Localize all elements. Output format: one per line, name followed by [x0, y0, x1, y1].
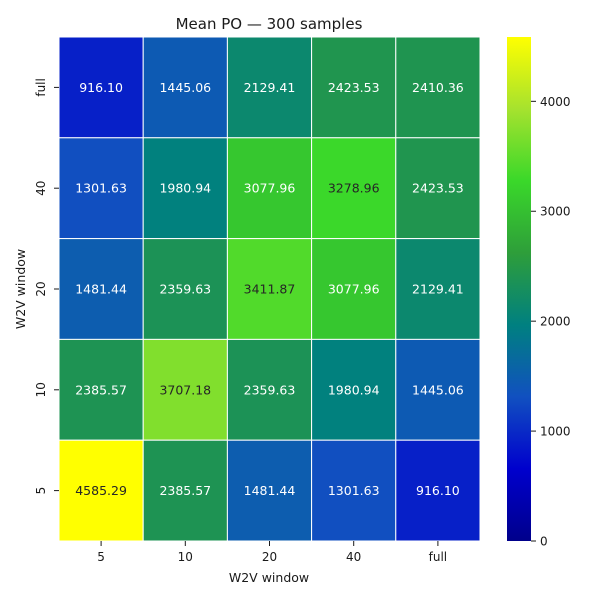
heatmap-cell — [395, 36, 481, 139]
cell-value-label: 2359.63 — [159, 282, 211, 297]
cell-value-label: 1445.06 — [159, 80, 211, 95]
colorbar-tick-label: 4000 — [540, 95, 571, 109]
colorbar-tick-label: 1000 — [540, 425, 571, 439]
cell-value-label: 2385.57 — [159, 483, 211, 498]
cell-value-label: 2385.57 — [75, 382, 127, 397]
y-tick-label: 20 — [34, 281, 48, 296]
y-tick-label: 40 — [34, 181, 48, 196]
cell-value-label: 2359.63 — [244, 382, 296, 397]
x-tick-label: 10 — [178, 550, 193, 564]
heatmap-cells: 916.10 1445.06 2129.41 2423.53 2410.36 1301.6… — [58, 36, 481, 542]
cell-value-label: 1301.63 — [75, 181, 127, 196]
cell-value-label: 1301.63 — [328, 483, 380, 498]
heatmap-cell — [311, 338, 397, 441]
colorbar-tick-label: 2000 — [540, 315, 571, 329]
heatmap-cell — [142, 238, 228, 340]
heatmap-cell — [58, 36, 144, 139]
heatmap-cell — [395, 338, 481, 441]
cell-value-label: 916.10 — [79, 80, 123, 95]
heatmap-cell — [395, 238, 481, 340]
y-tick-label: 5 — [34, 487, 48, 495]
cell-value-label: 1481.44 — [244, 483, 296, 498]
x-tick-label: 20 — [262, 550, 277, 564]
cell-value-label: 3278.96 — [328, 181, 380, 196]
y-axis-label: W2V window — [13, 249, 28, 329]
heatmap-cell — [226, 137, 313, 240]
colorbar — [507, 37, 531, 541]
cell-value-label: 2410.36 — [412, 80, 464, 95]
heatmap-cell — [226, 338, 313, 441]
colorbar-tick-label: 0 — [540, 535, 548, 549]
heatmap-cell — [58, 439, 144, 542]
cell-value-label: 4585.29 — [75, 483, 127, 498]
cell-value-label: 3411.87 — [244, 282, 296, 297]
cell-value-label: 3077.96 — [328, 282, 380, 297]
cell-value-label: 1445.06 — [412, 382, 464, 397]
cell-value-label: 1980.94 — [159, 181, 211, 196]
cell-value-label: 2423.53 — [328, 80, 380, 95]
heatmap-cell — [311, 36, 397, 139]
cell-value-label: 1980.94 — [328, 382, 380, 397]
chart-title: Mean PO — 300 samples — [176, 15, 363, 33]
heatmap-cell — [226, 238, 313, 340]
cell-value-label: 2423.53 — [412, 181, 464, 196]
x-axis-label: W2V window — [229, 570, 309, 585]
x-tick-label: 5 — [97, 550, 105, 564]
colorbar-ticks: 0 1000 2000 3000 4000 — [531, 95, 571, 549]
cell-value-label: 916.10 — [416, 483, 460, 498]
y-tick-label: full — [34, 78, 48, 97]
x-axis-ticks: 5 10 20 40 full — [97, 541, 447, 564]
heatmap-cell — [395, 439, 481, 542]
cell-value-label: 3707.18 — [159, 382, 211, 397]
heatmap-cell — [142, 338, 228, 441]
x-tick-label: full — [429, 550, 448, 564]
colorbar-tick-label: 3000 — [540, 205, 571, 219]
x-tick-label: 40 — [346, 550, 361, 564]
heatmap-cell — [142, 439, 228, 542]
cell-value-label: 3077.96 — [244, 181, 296, 196]
heatmap-cell — [142, 36, 228, 139]
heatmap-cell — [58, 137, 144, 240]
cell-value-label: 2129.41 — [412, 282, 464, 297]
cell-value-label: 1481.44 — [75, 282, 127, 297]
heatmap-cell — [226, 439, 313, 542]
cell-value-label: 2129.41 — [244, 80, 296, 95]
y-axis-ticks: full 40 20 10 5 — [34, 78, 59, 494]
y-tick-label: 10 — [34, 382, 48, 397]
heatmap-cell — [395, 137, 481, 240]
heatmap-cell — [226, 36, 313, 139]
heatmap-cell — [311, 238, 397, 340]
